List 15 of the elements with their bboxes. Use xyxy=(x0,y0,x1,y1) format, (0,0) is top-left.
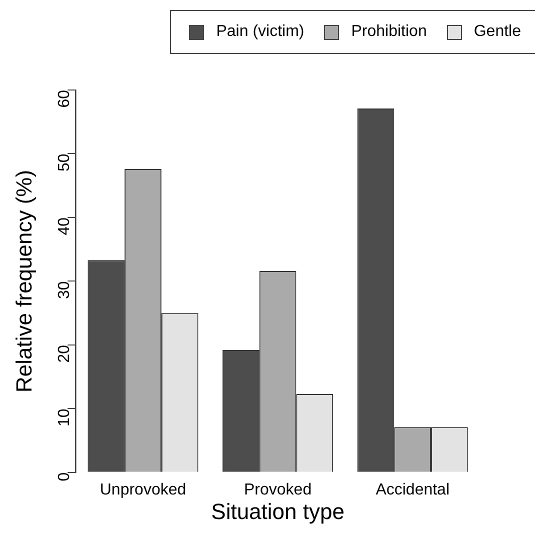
y-tick-label: 30 xyxy=(56,281,74,299)
x-tick-label: Accidental xyxy=(376,481,450,498)
legend-label: Prohibition xyxy=(351,23,427,41)
x-tick-label: Unprovoked xyxy=(100,481,186,498)
y-tick-label: 40 xyxy=(56,217,74,236)
legend-label: Pain (victim) xyxy=(216,23,304,41)
y-tick-label: 60 xyxy=(56,90,74,108)
y-tick-label: 50 xyxy=(56,154,74,172)
x-axis-title: Situation type xyxy=(211,498,344,524)
y-axis-title: Relative frequency (%) xyxy=(11,170,36,392)
y-tick-label: 0 xyxy=(56,472,74,482)
y-tick-label: 10 xyxy=(56,408,74,426)
legend-label: Gentle xyxy=(474,23,521,41)
y-tick-label: 20 xyxy=(56,344,74,363)
x-tick-label: Provoked xyxy=(244,481,312,498)
